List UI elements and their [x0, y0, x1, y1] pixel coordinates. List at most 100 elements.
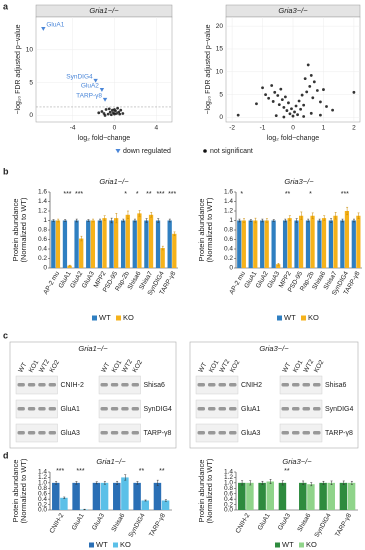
point — [309, 74, 313, 77]
significance: ** — [146, 191, 152, 198]
y-axis-label: (Normalized to WT) — [205, 458, 214, 524]
point — [236, 113, 240, 117]
bar — [266, 481, 274, 510]
y-tick-label: 0.2 — [224, 255, 233, 262]
error-bar — [110, 217, 113, 224]
bar — [86, 220, 91, 268]
blot-band — [218, 383, 226, 387]
protein-label: SynDIG4 — [144, 406, 173, 413]
bar — [114, 218, 119, 268]
y-axis-label: (Normalized to WT) — [19, 197, 28, 263]
blot-strip — [195, 375, 239, 395]
blot-band — [27, 383, 36, 387]
y-tick-label: 0.2 — [38, 501, 47, 508]
blot-band — [17, 431, 25, 435]
y-axis-label: Protein abundance — [197, 199, 206, 262]
point — [103, 114, 107, 117]
point — [41, 27, 46, 31]
legend-swatch — [89, 542, 94, 548]
point — [109, 113, 113, 117]
blot-band — [302, 431, 310, 435]
point — [97, 111, 101, 115]
bar — [328, 220, 333, 268]
y-tick-label: 5 — [219, 91, 223, 98]
bar — [137, 213, 142, 268]
bar — [258, 482, 266, 510]
error-bar — [156, 479, 159, 486]
blot-title: Gria1−/− — [78, 344, 108, 353]
blot-strip — [195, 399, 239, 419]
blot-band — [197, 431, 205, 435]
blot-band — [292, 431, 300, 435]
error-bar — [238, 218, 241, 223]
y-tick-label: 1 — [229, 217, 233, 224]
bar — [246, 482, 254, 510]
blot-band — [281, 407, 289, 411]
protein-label: TARP-γ8 — [144, 430, 172, 437]
point — [274, 114, 278, 118]
bar — [90, 220, 96, 268]
blot-band — [38, 431, 46, 435]
point — [303, 77, 307, 81]
blot-band — [197, 407, 205, 411]
error-bar — [64, 219, 67, 222]
blot-band — [292, 383, 300, 387]
point — [119, 108, 123, 112]
x-tick-label: TARP-γ8 — [148, 512, 167, 538]
point — [302, 103, 306, 107]
point — [271, 100, 275, 103]
y-axis-label: Protein abundance — [197, 460, 206, 523]
chart-title: Gria3−/− — [278, 6, 308, 15]
point — [352, 90, 356, 94]
y-axis-label: −log₁₀ FDR adjusted p−value — [205, 24, 212, 114]
error-bar — [87, 219, 90, 222]
y-tick-label: 0.4 — [38, 496, 47, 503]
error-bar — [310, 482, 313, 487]
bar — [287, 218, 292, 268]
point — [270, 84, 274, 87]
point — [296, 113, 299, 117]
y-tick-label: 0.6 — [224, 490, 233, 497]
bar — [120, 220, 126, 268]
x-tick-label: 4 — [154, 125, 158, 132]
bar — [121, 477, 129, 510]
bar — [321, 218, 327, 268]
error-bar — [99, 218, 102, 223]
point — [100, 110, 104, 113]
point — [312, 80, 316, 84]
bar — [92, 482, 101, 510]
y-tick-label: 1 — [43, 217, 47, 224]
bar — [113, 482, 121, 510]
error-bar — [261, 218, 264, 223]
legend-label: KO — [308, 313, 319, 322]
error-bar — [103, 215, 106, 221]
point-label: GluA1 — [46, 22, 64, 29]
error-bar — [75, 218, 78, 223]
blot-band — [48, 383, 56, 387]
blot-band — [281, 431, 289, 435]
legend-label: not significant — [210, 148, 253, 155]
bar — [79, 238, 84, 268]
x-tick-label: GluA3 — [91, 512, 106, 531]
point — [299, 107, 303, 111]
point — [282, 105, 286, 109]
error-bar — [277, 263, 280, 266]
legend-marker — [115, 149, 121, 154]
significance: *** — [156, 191, 164, 198]
point — [255, 102, 258, 106]
y-tick-label: 10 — [26, 47, 34, 54]
bar — [155, 220, 161, 268]
point — [294, 104, 298, 108]
error-bar — [346, 206, 349, 216]
error-bar — [150, 212, 153, 218]
point — [288, 112, 292, 116]
point-label: TARP-γ8 — [76, 92, 102, 99]
bar — [248, 220, 253, 268]
bar — [305, 220, 311, 268]
blot-band — [17, 383, 25, 387]
bar — [356, 215, 361, 268]
bar — [51, 220, 56, 268]
y-tick-label: 5 — [29, 79, 33, 86]
x-axis-label: log₂ fold−change — [267, 135, 319, 142]
